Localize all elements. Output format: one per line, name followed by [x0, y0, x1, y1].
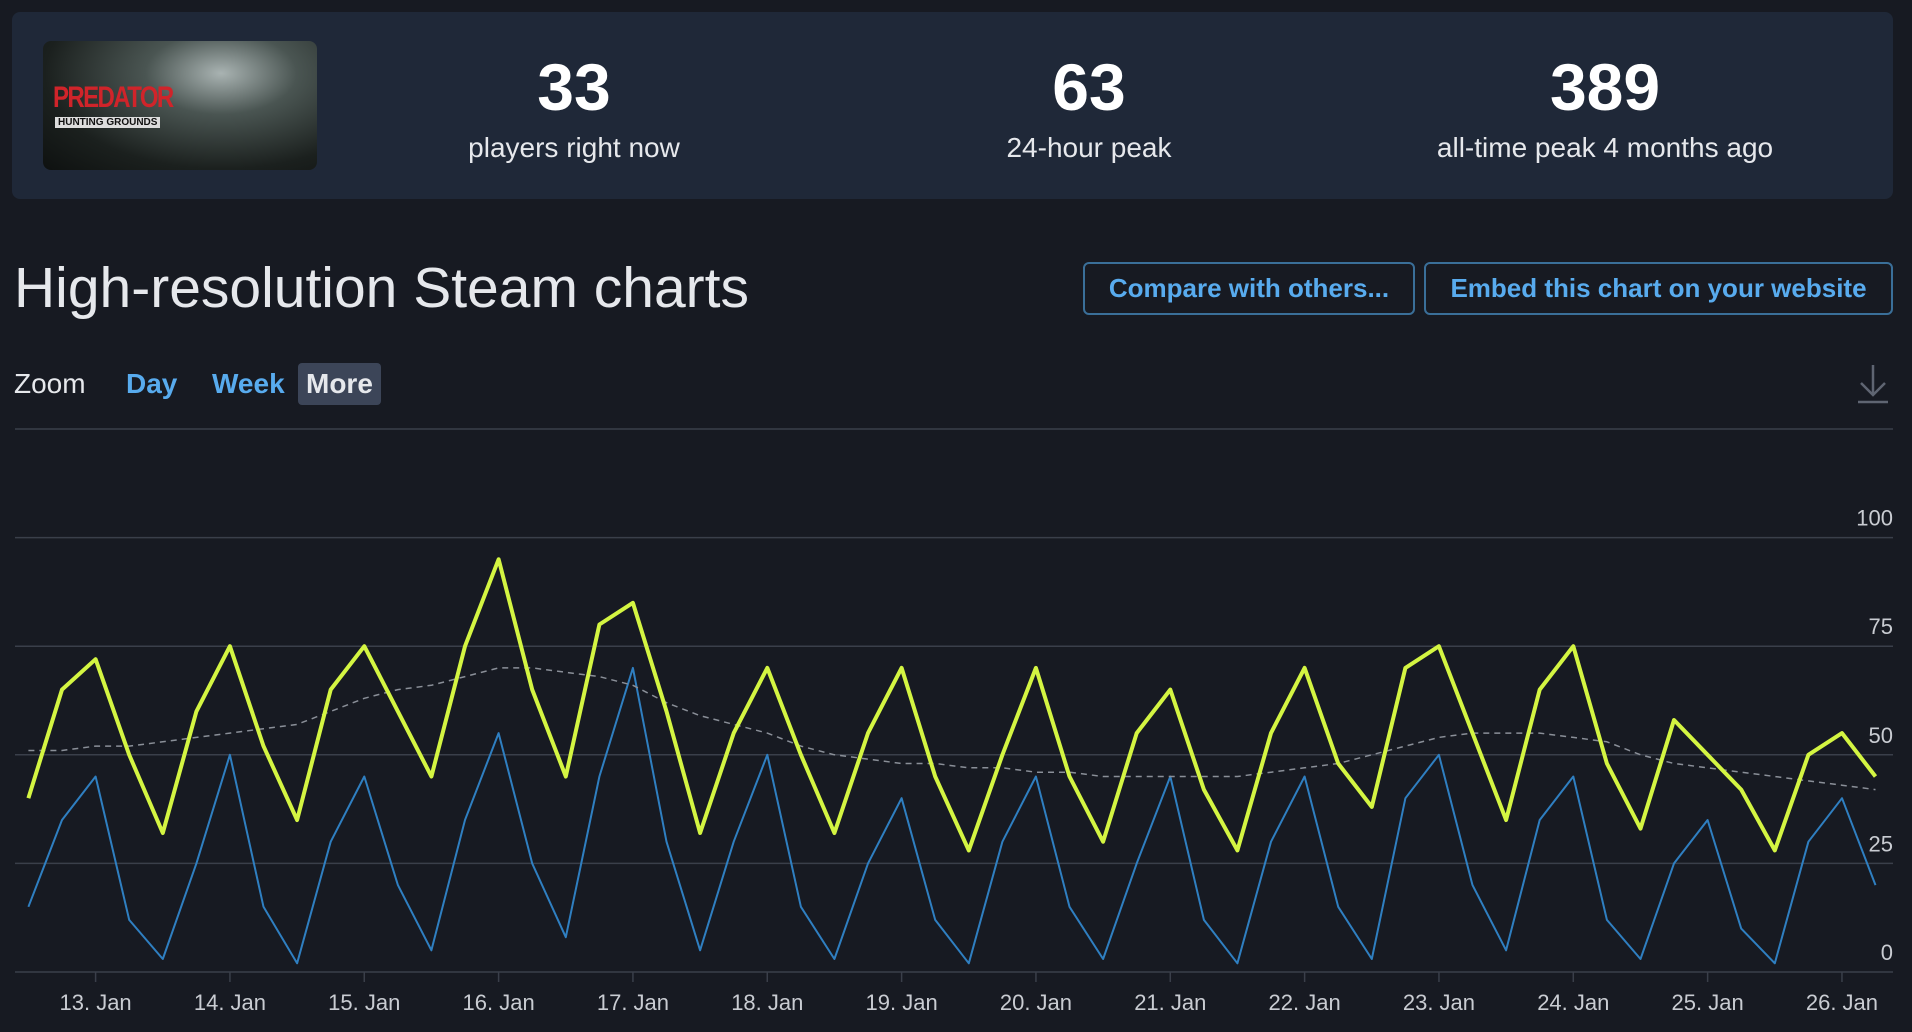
y-tick-label: 75 — [1869, 614, 1893, 639]
stat-value: 389 — [1549, 50, 1661, 124]
zoom-label: Zoom — [14, 368, 86, 399]
x-tick-label: 23. Jan — [1403, 990, 1475, 1015]
stat: 389 all-time peak 4 months ago — [1305, 52, 1905, 164]
stat: 63 24-hour peak — [789, 52, 1389, 164]
x-tick-label: 14. Jan — [194, 990, 266, 1015]
stat-value: 63 — [1052, 50, 1126, 124]
y-tick-label: 50 — [1869, 723, 1893, 748]
x-tick-label: 13. Jan — [60, 990, 132, 1015]
logo-title: PREDATOR — [53, 81, 174, 114]
x-tick-label: 25. Jan — [1672, 990, 1744, 1015]
x-tick-label: 20. Jan — [1000, 990, 1072, 1015]
y-tick-label: 0 — [1881, 940, 1893, 965]
stats-header: PREDATOR HUNTING GROUNDS 33 players right… — [12, 12, 1893, 199]
series-line — [27, 666, 1877, 965]
zoom-option[interactable]: More — [298, 363, 381, 405]
zoom-option[interactable]: Week — [212, 368, 285, 399]
y-tick-label: 25 — [1869, 831, 1893, 856]
x-tick-label: 22. Jan — [1269, 990, 1341, 1015]
x-tick-label: 15. Jan — [328, 990, 400, 1015]
download-icon[interactable] — [1858, 365, 1888, 404]
x-tick-label: 26. Jan — [1806, 990, 1878, 1015]
x-tick-label: 17. Jan — [597, 990, 669, 1015]
download-glyph — [1858, 365, 1888, 404]
x-tick-label: 21. Jan — [1134, 990, 1206, 1015]
stat-label: 24-hour peak — [1006, 132, 1172, 163]
stat-value: 33 — [537, 50, 611, 124]
zoom-option[interactable]: Day — [126, 368, 178, 399]
compare-button[interactable]: Compare with others... — [1083, 262, 1415, 315]
stat: 33 players right now — [274, 52, 874, 164]
y-tick-label: 100 — [1856, 506, 1893, 531]
x-tick-label: 16. Jan — [463, 990, 535, 1015]
x-tick-label: 24. Jan — [1537, 990, 1609, 1015]
page-title: High-resolution Steam charts — [14, 256, 749, 320]
x-tick-label: 18. Jan — [731, 990, 803, 1015]
x-tick-label: 19. Jan — [866, 990, 938, 1015]
series-line — [26, 557, 1878, 853]
stat-label: players right now — [468, 132, 680, 163]
game-logo: PREDATOR HUNTING GROUNDS — [43, 41, 317, 170]
series-line — [28, 667, 1876, 791]
stat-label: all-time peak 4 months ago — [1436, 132, 1774, 163]
logo-subtitle: HUNTING GROUNDS — [55, 117, 161, 128]
embed-button[interactable]: Embed this chart on your website — [1424, 262, 1893, 315]
